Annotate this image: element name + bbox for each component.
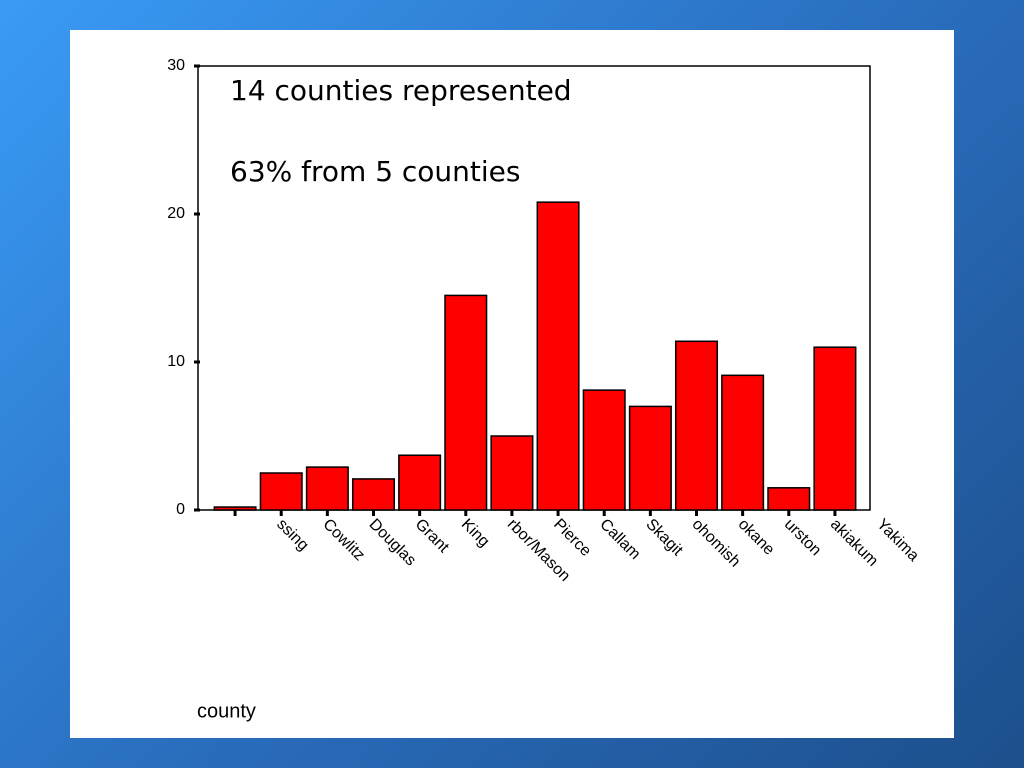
x-tick-label: Cowlitz [319, 516, 367, 564]
bar [305, 466, 349, 511]
bar [582, 389, 626, 511]
y-tick-label: 20 [167, 205, 185, 222]
bar [398, 454, 442, 511]
annotation: 14 counties represented [230, 74, 572, 107]
bar [813, 346, 857, 511]
panel [70, 30, 954, 738]
x-tick-label: okane [735, 516, 778, 559]
bar [767, 487, 811, 511]
bar [444, 294, 488, 511]
x-tick-label: Grant [412, 516, 453, 557]
x-tick-label: Pierce [550, 516, 594, 560]
bar [490, 435, 534, 511]
x-tick-label: Callam [596, 516, 643, 563]
bar [721, 374, 765, 511]
x-tick-label: ssing [273, 516, 311, 554]
x-tick-label: Douglas [366, 516, 420, 570]
plot-frame [197, 65, 871, 511]
bar [351, 478, 396, 511]
y-tick-label: 0 [176, 501, 185, 518]
y-tick-label: 30 [167, 57, 185, 74]
y-tick-label: 10 [167, 353, 185, 370]
x-tick-label: Skagit [642, 516, 686, 560]
x-tick-label: urston [781, 516, 824, 559]
x-axis-title: county [197, 700, 256, 722]
bar [259, 472, 303, 511]
bar [536, 201, 580, 511]
x-tick-label: ohomish [689, 516, 744, 571]
annotation: 63% from 5 counties [230, 155, 521, 188]
bar [628, 405, 672, 511]
bar [213, 506, 257, 511]
x-tick-label: King [458, 516, 493, 551]
x-tick-label: akiakum [827, 516, 881, 570]
bar [674, 340, 719, 511]
